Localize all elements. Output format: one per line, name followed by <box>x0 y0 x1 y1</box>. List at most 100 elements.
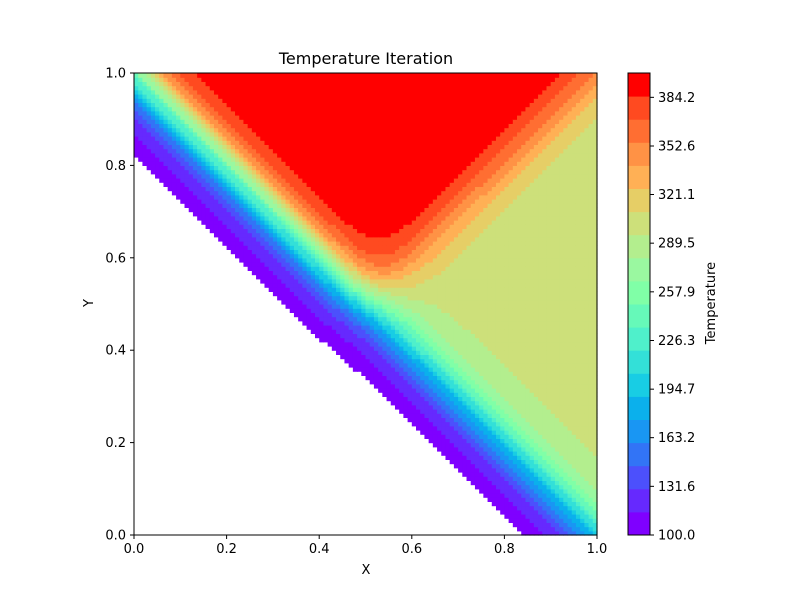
contour-cell <box>445 266 451 271</box>
contour-cell <box>394 148 400 154</box>
contour-cell <box>407 115 413 120</box>
contour-cell <box>462 383 468 389</box>
contour-cell <box>458 362 463 368</box>
contour-cell <box>251 232 257 238</box>
contour-cell <box>462 283 468 288</box>
contour-cell <box>277 253 282 259</box>
contour-cell <box>449 136 455 141</box>
contour-cell <box>441 346 447 351</box>
contour-cell <box>352 89 358 95</box>
contour-cell <box>184 152 190 158</box>
contour-cell <box>289 228 295 234</box>
contour-cell <box>432 211 438 217</box>
contour-cell <box>314 190 320 196</box>
contour-cell <box>146 165 152 171</box>
contour-cell <box>230 241 236 246</box>
contour-cell <box>239 140 245 145</box>
contour-cell <box>386 325 392 330</box>
contour-cell <box>159 106 165 112</box>
contour-cell <box>373 220 379 225</box>
contour-cell <box>323 308 329 313</box>
contour-cell <box>222 98 228 103</box>
contour-cell <box>352 81 358 87</box>
contour-cell <box>323 152 329 158</box>
contour-cell <box>474 379 480 385</box>
contour-cell <box>373 115 379 120</box>
contour-cell <box>441 446 447 452</box>
contour-cell <box>390 383 396 389</box>
contour-cell <box>310 85 316 91</box>
contour-cell <box>235 94 240 99</box>
contour-cell <box>323 127 329 133</box>
contour-cell <box>411 190 417 196</box>
contour-cell <box>432 295 438 301</box>
contour-cell <box>218 131 223 137</box>
contour-cell <box>264 270 270 276</box>
contour-cell <box>209 169 215 175</box>
contour-cell <box>390 274 396 280</box>
contour-cell <box>184 85 190 91</box>
contour-cell <box>428 392 434 397</box>
contour-cell <box>403 131 409 137</box>
contour-cell <box>167 148 173 154</box>
contour-cell <box>390 245 396 250</box>
contour-cell <box>293 215 299 221</box>
contour-cell <box>411 249 417 255</box>
contour-cell <box>302 98 308 103</box>
contour-cell <box>470 388 476 393</box>
contour-cell <box>365 81 371 87</box>
contour-cell <box>416 409 421 414</box>
contour-cell <box>386 106 392 112</box>
contour-cell <box>344 278 350 284</box>
contour-cell <box>479 257 484 263</box>
contour-cell <box>348 291 354 297</box>
contour-cell <box>424 400 430 406</box>
contour-cell <box>474 467 480 473</box>
contour-cell <box>260 253 266 259</box>
contour-cell <box>432 404 438 410</box>
contour-cell <box>192 127 198 133</box>
contour-cell <box>382 388 388 393</box>
contour-cell <box>365 291 371 297</box>
contour-cell <box>458 430 463 435</box>
contour-cell <box>176 152 181 158</box>
contour-cell <box>289 215 295 221</box>
contour-cell <box>256 173 261 179</box>
contour-cell <box>239 106 245 112</box>
contour-cell <box>437 396 442 402</box>
contour-cell <box>285 220 291 225</box>
contour-cell <box>243 253 249 259</box>
contour-cell <box>479 262 484 267</box>
contour-cell <box>209 203 215 208</box>
contour-cell <box>365 299 371 305</box>
contour-cell <box>340 178 346 183</box>
contour-cell <box>390 211 396 217</box>
contour-cell <box>197 119 202 124</box>
contour-cell <box>226 73 232 78</box>
contour-cell <box>319 325 325 330</box>
contour-cell <box>386 367 392 372</box>
contour-cell <box>352 224 358 229</box>
contour-cell <box>458 144 463 150</box>
contour-cell <box>289 203 295 208</box>
contour-cell <box>251 182 257 187</box>
contour-cell <box>230 165 236 171</box>
contour-cell <box>474 190 480 196</box>
contour-cell <box>466 224 472 229</box>
contour-cell <box>466 173 472 179</box>
contour-cell <box>479 358 484 364</box>
contour-cell <box>340 291 346 297</box>
contour-cell <box>205 220 211 225</box>
contour-cell <box>466 329 472 334</box>
contour-cell <box>365 123 371 129</box>
contour-cell <box>336 73 341 78</box>
contour-cell <box>302 320 308 326</box>
contour-cell <box>272 178 278 183</box>
contour-cell <box>453 157 459 162</box>
contour-cell <box>394 283 400 288</box>
contour-cell <box>407 388 413 393</box>
contour-cell <box>306 274 312 280</box>
contour-cell <box>247 190 253 196</box>
contour-cell <box>428 85 434 91</box>
contour-cell <box>378 73 383 78</box>
